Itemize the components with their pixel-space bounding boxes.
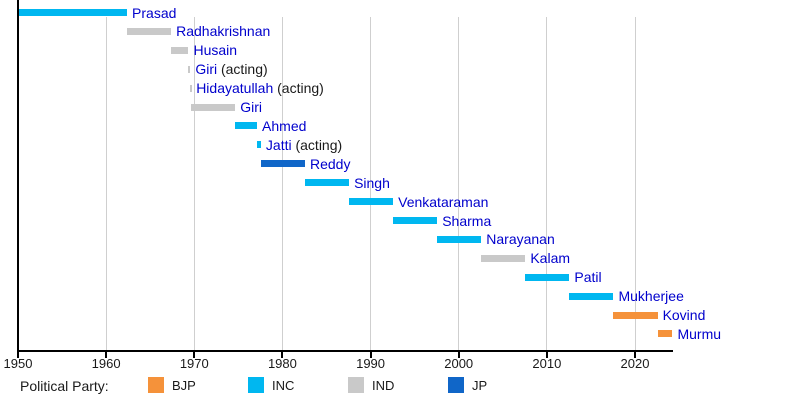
timeline-bar-giri[interactable]: [191, 103, 236, 111]
gridline-2020: [634, 17, 636, 351]
legend-label-jp: JP: [472, 378, 488, 393]
president-name-link[interactable]: Giri: [195, 61, 218, 78]
bar-label-reddy: Reddy: [310, 155, 350, 173]
axis-tick-label-2000: 2000: [444, 356, 474, 371]
y-axis-line: [17, 0, 19, 352]
bar-label-prasad: Prasad: [132, 4, 176, 22]
x-axis-line: [17, 350, 673, 352]
axis-tick-label-1990: 1990: [356, 356, 386, 371]
president-name-link[interactable]: Patil: [574, 269, 602, 286]
axis-tick-1990: [369, 352, 372, 358]
president-name-link[interactable]: Murmu: [677, 325, 722, 342]
president-name-link[interactable]: Jatti: [265, 136, 292, 153]
axis-tick-label-1950: 1950: [3, 356, 33, 371]
bar-label-jatti-acting: Jatti (acting): [266, 136, 342, 154]
president-name-link[interactable]: Singh: [354, 174, 390, 191]
president-name-link[interactable]: Sharma: [442, 212, 492, 229]
legend-swatch-bjp: [148, 377, 164, 393]
gridline-1960: [105, 17, 107, 351]
president-name-link[interactable]: Venkataraman: [398, 193, 489, 210]
gridline-1980: [281, 17, 283, 351]
president-name-link[interactable]: Hidayatullah: [196, 80, 274, 97]
president-name-link[interactable]: Prasad: [132, 4, 177, 21]
timeline-bar-kovind[interactable]: [613, 311, 658, 319]
axis-tick-1960: [105, 352, 108, 358]
legend-swatch-ind: [348, 377, 364, 393]
president-name-link[interactable]: Kovind: [662, 307, 706, 324]
timeline-bar-murmu[interactable]: [657, 330, 673, 338]
legend-swatch-jp: [448, 377, 464, 393]
legend-title: Political Party:: [20, 378, 109, 394]
timeline-bar-prasad[interactable]: [18, 9, 128, 16]
bar-label-husain: Husain: [193, 41, 237, 59]
legend-label-inc: INC: [272, 378, 295, 393]
timeline-bar-jatti-acting[interactable]: [257, 141, 261, 149]
timeline-bar-sharma[interactable]: [393, 217, 438, 224]
timeline-bar-narayanan[interactable]: [437, 235, 482, 243]
legend-label-ind: IND: [372, 378, 395, 393]
gridline-1970: [193, 17, 195, 351]
bar-label-giri: Giri: [240, 98, 262, 116]
gridline-2010: [546, 17, 548, 351]
timeline-bar-radhakrishnan[interactable]: [127, 27, 172, 35]
bar-label-patil: Patil: [574, 268, 601, 286]
legend-swatch-inc: [248, 377, 264, 393]
axis-tick-label-2020: 2020: [620, 356, 650, 371]
axis-tick-2010: [545, 352, 548, 358]
bar-label-hidayatullah-acting: Hidayatullah (acting): [196, 79, 324, 97]
timeline-bar-husain[interactable]: [171, 46, 189, 54]
bar-label-murmu: Murmu: [677, 325, 721, 343]
axis-tick-label-2010: 2010: [532, 356, 562, 371]
bar-label-singh: Singh: [354, 174, 390, 192]
acting-suffix: (acting): [217, 61, 268, 78]
president-name-link[interactable]: Giri: [240, 99, 263, 116]
timeline-bar-ahmed[interactable]: [235, 122, 258, 130]
timeline-bar-hidayatullah-acting[interactable]: [190, 84, 193, 92]
legend-label-bjp: BJP: [172, 378, 196, 393]
president-name-link[interactable]: Radhakrishnan: [176, 23, 271, 40]
bar-label-radhakrishnan: Radhakrishnan: [176, 22, 270, 40]
president-name-link[interactable]: Kalam: [530, 250, 571, 267]
axis-tick-2020: [634, 352, 636, 358]
axis-tick-1950: [17, 352, 19, 358]
president-name-link[interactable]: Mukherjee: [618, 288, 684, 305]
bar-label-narayanan: Narayanan: [486, 230, 555, 248]
president-name-link[interactable]: Narayanan: [486, 231, 555, 248]
timeline-bar-reddy[interactable]: [260, 160, 305, 168]
bar-label-kalam: Kalam: [530, 249, 570, 267]
axis-tick-2000: [457, 352, 460, 358]
axis-tick-label-1970: 1970: [179, 356, 209, 371]
gridline-1990: [370, 17, 372, 351]
axis-tick-1980: [281, 352, 284, 358]
timeline-bar-venkataraman[interactable]: [349, 198, 394, 206]
axis-tick-1970: [193, 352, 196, 358]
acting-suffix: (acting): [273, 80, 324, 97]
bar-label-giri-acting: Giri (acting): [195, 60, 267, 78]
axis-tick-label-1980: 1980: [267, 356, 297, 371]
timeline-bar-giri-acting[interactable]: [188, 65, 191, 73]
president-name-link[interactable]: Reddy: [309, 155, 351, 172]
timeline-bar-mukherjee[interactable]: [569, 292, 614, 300]
bar-label-kovind: Kovind: [663, 306, 706, 324]
president-name-link[interactable]: Husain: [193, 42, 238, 59]
bar-label-venkataraman: Venkataraman: [398, 193, 488, 211]
president-name-link[interactable]: Ahmed: [262, 117, 307, 134]
bar-label-mukherjee: Mukherjee: [618, 287, 683, 305]
timeline-bar-singh[interactable]: [304, 179, 350, 187]
timeline-bar-patil[interactable]: [525, 273, 570, 281]
timeline-bar-kalam[interactable]: [481, 254, 526, 262]
bar-label-ahmed: Ahmed: [262, 117, 306, 135]
axis-tick-label-1960: 1960: [91, 356, 121, 371]
bar-label-sharma: Sharma: [442, 212, 491, 230]
gridline-2000: [458, 17, 460, 351]
acting-suffix: (acting): [291, 136, 343, 153]
